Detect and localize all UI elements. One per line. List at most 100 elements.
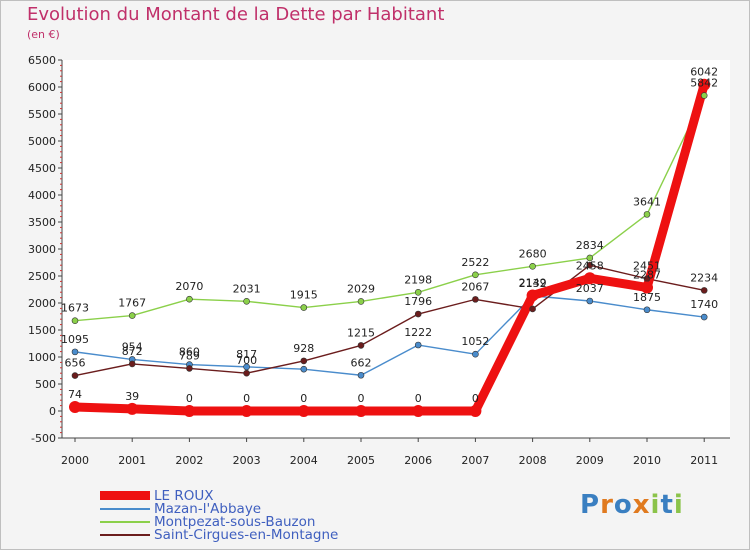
data-label: 2067: [461, 280, 489, 293]
y-tick-label: 500: [35, 378, 56, 391]
y-tick-label: 5500: [28, 108, 56, 121]
data-point: [586, 254, 594, 262]
y-tick-label: 0: [49, 405, 56, 418]
data-point: [69, 401, 81, 414]
data-label: 1740: [690, 298, 718, 311]
legend-label: Saint-Cirgues-en-Montagne: [154, 527, 339, 543]
data-label: 2037: [576, 282, 604, 295]
data-point: [297, 405, 310, 417]
data-point: [412, 405, 425, 417]
legend-label: Mazan-l'Abbaye: [154, 501, 262, 517]
x-tick-label: 2005: [347, 454, 375, 467]
data-point: [698, 78, 711, 91]
x-tick-label: 2008: [519, 454, 547, 467]
data-point: [700, 92, 708, 99]
data-label: 0: [415, 392, 422, 405]
y-tick-label: 6500: [28, 54, 56, 67]
x-tick-label: 2002: [175, 454, 203, 467]
data-label: 2029: [347, 282, 375, 295]
data-label: 2680: [519, 247, 547, 260]
data-label: 1222: [404, 326, 432, 339]
legend-label: Montpezat-sous-Bauzon: [154, 514, 316, 530]
data-label: 2031: [233, 282, 261, 295]
x-tick-label: 2006: [404, 454, 432, 467]
data-point: [71, 317, 79, 324]
legend-label: LE ROUX: [154, 488, 214, 504]
logo-letter: r: [600, 490, 614, 520]
data-point: [183, 405, 196, 417]
y-tick-label: 5000: [28, 135, 56, 148]
data-point: [240, 405, 253, 417]
data-label: 2149: [519, 276, 547, 289]
data-point: [128, 312, 136, 319]
data-point: [414, 341, 422, 349]
x-tick-label: 2009: [576, 454, 604, 467]
y-tick-label: 3000: [28, 243, 56, 256]
data-point: [529, 262, 536, 270]
data-label: 1673: [61, 302, 89, 315]
data-point: [128, 360, 136, 368]
data-point: [355, 405, 367, 417]
data-label: 2458: [576, 259, 604, 272]
plot-area: [62, 60, 730, 438]
data-label: 3641: [633, 195, 661, 208]
x-tick-label: 2001: [118, 454, 146, 467]
data-label: 1215: [347, 326, 375, 339]
y-tick-label: 2000: [28, 297, 56, 310]
data-label: 1915: [290, 289, 318, 302]
chart-title: Evolution du Montant de la Dette par Hab…: [27, 4, 445, 25]
y-tick-label: 2500: [28, 270, 56, 283]
y-tick-label: 1500: [28, 324, 56, 337]
data-point: [186, 365, 193, 372]
data-point: [700, 313, 708, 321]
data-point: [243, 298, 250, 305]
data-point: [526, 289, 539, 302]
data-label: 662: [351, 356, 372, 369]
data-label: 0: [243, 392, 250, 405]
data-label: 39: [125, 390, 139, 403]
y-tick-label: 3500: [28, 216, 56, 229]
x-tick-label: 2007: [461, 454, 489, 467]
data-point: [643, 211, 651, 218]
series-line-1: [74, 295, 705, 376]
data-label: 2522: [461, 256, 489, 269]
data-label: 656: [65, 357, 86, 370]
data-label: 954: [122, 340, 143, 353]
data-point: [357, 298, 365, 305]
data-point: [357, 371, 365, 379]
y-tick-label: -500: [31, 432, 56, 445]
data-label: 2132: [519, 277, 547, 290]
y-tick-label: 6000: [28, 81, 56, 94]
y-tick-label: 4500: [28, 162, 56, 175]
data-label: 817: [236, 348, 257, 361]
chart-subtitle: (en €): [27, 28, 60, 41]
data-point: [414, 310, 422, 318]
series-line-2: [74, 94, 705, 322]
data-label: 789: [179, 349, 200, 362]
series-line-0: [70, 80, 709, 416]
data-point: [700, 287, 708, 294]
data-point: [529, 305, 536, 313]
legend-swatch: [100, 534, 150, 536]
data-point: [300, 357, 308, 365]
data-point: [469, 405, 482, 417]
data-label: 1095: [61, 333, 89, 346]
series-line-3: [74, 264, 705, 377]
data-label: 2451: [633, 260, 661, 273]
data-label: 0: [472, 392, 479, 405]
data-point: [414, 289, 422, 296]
legend-swatch: [100, 521, 150, 523]
x-tick-label: 2011: [690, 454, 718, 467]
data-label: 6042: [690, 66, 718, 79]
y-tick-label: 1000: [28, 351, 56, 364]
data-point: [126, 402, 139, 415]
data-label: 860: [179, 346, 200, 359]
data-point: [357, 342, 365, 349]
data-label: 928: [293, 342, 314, 355]
data-point: [243, 369, 250, 377]
data-point: [472, 350, 479, 358]
data-label: 0: [186, 392, 193, 405]
data-label: 1052: [461, 335, 489, 348]
data-point: [186, 295, 193, 303]
